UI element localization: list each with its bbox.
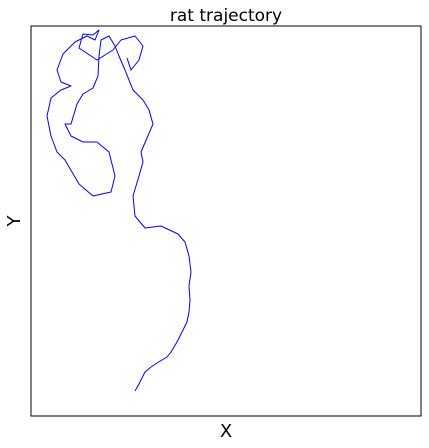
trajectory-line-0 — [46, 29, 192, 392]
chart-title: rat trajectory — [170, 6, 282, 26]
series-layer — [46, 29, 192, 392]
plot-frame — [30, 25, 422, 417]
x-axis-label: X — [220, 421, 232, 442]
y-axis-label: Y — [4, 215, 25, 228]
